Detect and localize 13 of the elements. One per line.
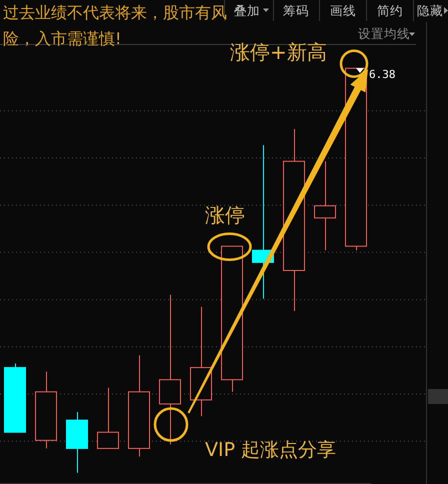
text: 设置均线 [358,26,410,41]
candlestick [97,387,119,449]
text: 简约 [377,3,403,18]
text: 过去业绩不代表将来，股市有风险，入市需谨慎! [3,3,227,48]
text: 画线 [330,3,356,18]
annotation: 6.38 [369,68,396,81]
candlestick [314,160,336,251]
annotation: 涨停 [205,203,245,227]
text: 叠加 [234,3,260,18]
text: 隐藏 [417,3,443,18]
annotation: VIP 起涨点分享 [205,439,336,461]
text: 筹码 [283,3,309,18]
text: 涨停+新高 [230,40,327,64]
